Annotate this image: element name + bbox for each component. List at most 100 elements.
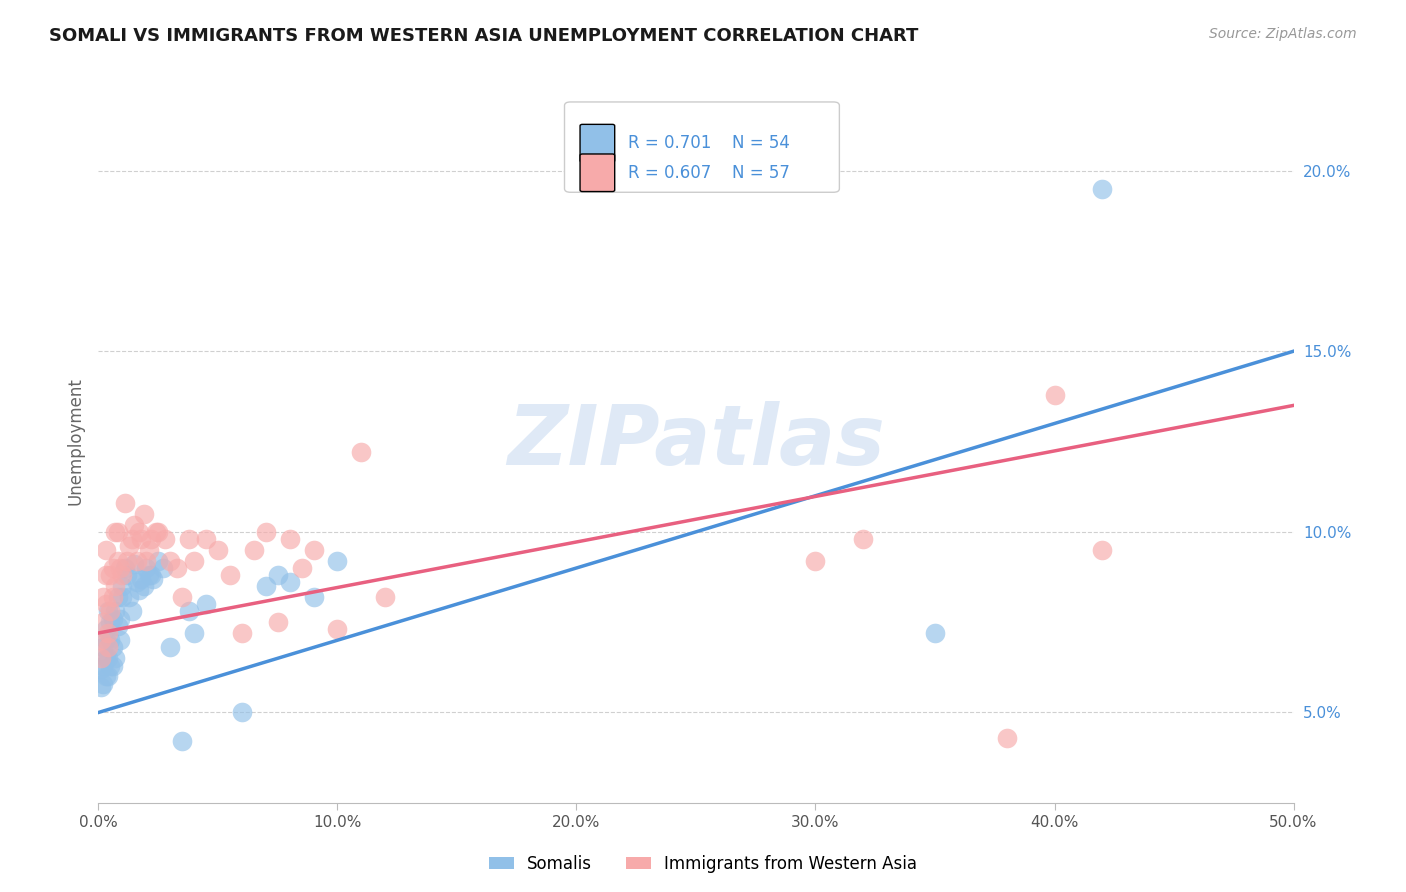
Text: R = 0.607: R = 0.607 bbox=[628, 164, 711, 182]
Point bbox=[115, 554, 138, 568]
Point bbox=[267, 568, 290, 582]
Point bbox=[148, 524, 170, 539]
Point bbox=[291, 561, 314, 575]
Point bbox=[128, 524, 150, 539]
Point bbox=[139, 568, 162, 582]
Point bbox=[278, 575, 301, 590]
Point bbox=[231, 626, 253, 640]
Point bbox=[207, 542, 229, 557]
Point bbox=[132, 507, 155, 521]
Point bbox=[179, 604, 201, 618]
Point bbox=[131, 572, 153, 586]
Point bbox=[195, 597, 218, 611]
Point bbox=[111, 590, 134, 604]
Point bbox=[108, 633, 131, 648]
Point bbox=[804, 554, 827, 568]
Point bbox=[90, 680, 112, 694]
Text: ZIPatlas: ZIPatlas bbox=[508, 401, 884, 482]
Point bbox=[107, 590, 129, 604]
Point bbox=[172, 734, 194, 748]
Point bbox=[115, 568, 138, 582]
Point bbox=[243, 542, 266, 557]
Point bbox=[91, 590, 114, 604]
Point bbox=[183, 626, 205, 640]
Point bbox=[101, 658, 124, 673]
Point bbox=[124, 558, 146, 572]
Point bbox=[142, 572, 165, 586]
Point bbox=[104, 524, 127, 539]
Point bbox=[90, 651, 112, 665]
Point bbox=[101, 590, 124, 604]
Point bbox=[350, 445, 373, 459]
Point bbox=[995, 731, 1018, 745]
Point bbox=[159, 554, 181, 568]
Point bbox=[179, 532, 201, 546]
Point bbox=[135, 561, 157, 575]
Point bbox=[125, 575, 148, 590]
Point bbox=[97, 669, 120, 683]
Point bbox=[159, 640, 181, 655]
Point bbox=[101, 640, 124, 655]
Point bbox=[1091, 181, 1114, 195]
Point bbox=[90, 662, 112, 676]
Point bbox=[107, 619, 129, 633]
Point bbox=[107, 554, 129, 568]
Point bbox=[104, 651, 127, 665]
Point bbox=[98, 633, 122, 648]
Point bbox=[132, 579, 155, 593]
Point bbox=[91, 676, 114, 690]
Point bbox=[94, 633, 117, 648]
Point bbox=[166, 561, 188, 575]
FancyBboxPatch shape bbox=[581, 154, 614, 192]
Point bbox=[135, 554, 157, 568]
Point bbox=[98, 615, 122, 630]
Point bbox=[125, 554, 148, 568]
Point bbox=[101, 611, 124, 625]
Point bbox=[254, 579, 277, 593]
Point bbox=[326, 554, 349, 568]
Point bbox=[1043, 387, 1066, 401]
Point bbox=[94, 542, 117, 557]
Point bbox=[94, 669, 117, 683]
Point bbox=[101, 561, 124, 575]
Point bbox=[374, 590, 396, 604]
Point bbox=[131, 532, 153, 546]
Point bbox=[267, 615, 290, 630]
Point bbox=[94, 623, 117, 637]
Point bbox=[118, 539, 141, 553]
Point bbox=[97, 604, 120, 618]
Point bbox=[231, 706, 253, 720]
Text: R = 0.701: R = 0.701 bbox=[628, 134, 711, 153]
Point bbox=[98, 568, 122, 582]
Point bbox=[111, 579, 134, 593]
Point bbox=[114, 561, 136, 575]
Point bbox=[94, 597, 117, 611]
Point bbox=[98, 658, 122, 673]
Point bbox=[108, 561, 131, 575]
Point bbox=[152, 561, 174, 575]
Point bbox=[852, 532, 875, 546]
Point bbox=[118, 590, 141, 604]
Y-axis label: Unemployment: Unemployment bbox=[66, 377, 84, 506]
Point bbox=[148, 554, 170, 568]
Point bbox=[145, 524, 167, 539]
Point bbox=[98, 604, 122, 618]
Point bbox=[219, 568, 242, 582]
Point bbox=[108, 611, 131, 625]
Point bbox=[107, 524, 129, 539]
Point bbox=[183, 554, 205, 568]
Point bbox=[97, 651, 120, 665]
FancyBboxPatch shape bbox=[565, 102, 839, 193]
Point bbox=[254, 524, 277, 539]
Point bbox=[111, 568, 134, 582]
Point bbox=[138, 568, 160, 582]
Point bbox=[91, 658, 114, 673]
Point bbox=[924, 626, 946, 640]
Point bbox=[104, 604, 127, 618]
Point bbox=[302, 542, 325, 557]
FancyBboxPatch shape bbox=[581, 124, 614, 162]
Point bbox=[302, 590, 325, 604]
Legend: Somalis, Immigrants from Western Asia: Somalis, Immigrants from Western Asia bbox=[482, 848, 924, 880]
Point bbox=[195, 532, 218, 546]
Point bbox=[94, 568, 117, 582]
